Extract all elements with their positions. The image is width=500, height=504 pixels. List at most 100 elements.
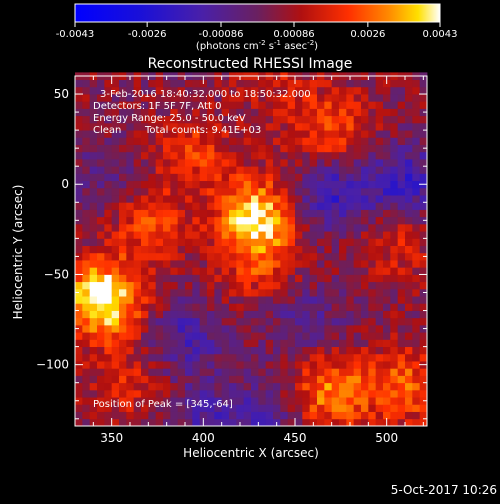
heatmap-cell [258,296,267,304]
heatmap-cell [133,332,142,340]
heatmap-cell [236,411,245,420]
heatmap-cell [97,361,105,369]
heatmap-cell [324,173,333,182]
heatmap-cell [324,158,333,167]
heatmap-cell [229,202,237,210]
heatmap-cell [251,101,259,109]
heatmap-cell [251,108,259,117]
heatmap-cell [368,180,377,189]
heatmap-cell [368,332,377,340]
heatmap-cell [309,368,318,376]
heatmap-cell [317,361,325,369]
heatmap-cell [287,122,296,131]
heatmap-cell [163,101,171,109]
heatmap-cell [126,94,135,102]
heatmap-cell [375,187,384,196]
heatmap-cell [229,267,237,275]
heatmap-cell [280,108,289,117]
heatmap-cell [229,411,237,420]
heatmap-cell [141,195,149,203]
heatmap-cell [148,252,157,261]
heatmap-cell [317,122,325,131]
heatmap-cell [265,375,274,384]
heatmap-cell [185,151,193,160]
heatmap-cell [192,324,201,333]
heatmap-cell [192,346,201,355]
heatmap-cell [383,223,391,232]
heatmap-cell [170,274,179,283]
heatmap-cell [148,195,157,203]
heatmap-cell [383,288,391,297]
heatmap-cell [258,332,267,340]
heatmap-cell [383,173,391,182]
heatmap-cell [126,144,135,153]
heatmap-cell [75,303,83,311]
heatmap-cell [141,361,149,369]
heatmap-cell [89,173,98,182]
heatmap-cell [170,404,179,412]
heatmap-cell [339,238,347,246]
heatmap-cell [258,173,267,182]
heatmap-cell [236,317,245,326]
heatmap-cell [229,324,237,333]
heatmap-cell [155,180,164,189]
heatmap-cell [119,252,127,261]
heatmap-cell [375,382,384,391]
chart-title: Reconstructed RHESSI Image [148,56,353,72]
heatmap-cell [221,368,230,376]
heatmap-cell [368,101,377,109]
heatmap-cell [251,173,259,182]
heatmap-cell [324,361,333,369]
heatmap-cell [390,180,399,189]
heatmap-cell [258,361,267,369]
heatmap-cell [309,209,318,218]
heatmap-cell [236,404,245,412]
heatmap-cell [405,108,413,117]
heatmap-cell [141,122,149,131]
heatmap-cell [412,223,421,232]
heatmap-cell [229,375,237,384]
heatmap-cell [280,281,289,290]
heatmap-cell [353,144,362,153]
heatmap-cell [302,195,311,203]
heatmap-cell [317,238,325,246]
heatmap-cell [148,231,157,239]
heatmap-cell [405,130,413,138]
heatmap-cell [258,209,267,218]
heatmap-cell [287,310,296,319]
heatmap-cell [390,187,399,196]
heatmap-cell [375,346,384,355]
heatmap-cell [97,252,105,261]
heatmap-cell [82,79,91,88]
heatmap-cell [236,397,245,405]
heatmap-cell [331,180,340,189]
heatmap-cell [412,288,421,297]
heatmap-cell [309,180,318,189]
heatmap-cell [317,353,325,362]
heatmap-cell [361,86,369,95]
heatmap-cell [273,187,281,196]
heatmap-cell [192,122,201,131]
heatmap-cell [236,238,245,246]
heatmap-cell [375,281,384,290]
heatmap-cell [177,404,186,412]
heatmap-cell [214,101,223,109]
heatmap-cell [177,281,186,290]
heatmap-cell [390,411,399,420]
heatmap-cell [251,375,259,384]
heatmap-cell [265,202,274,210]
heatmap-cell [126,353,135,362]
heatmap-cell [339,180,347,189]
heatmap-cell [383,94,391,102]
heatmap-cell [339,317,347,326]
heatmap-cell [331,216,340,225]
heatmap-cell [221,79,230,88]
heatmap-cell [104,166,113,174]
heatmap-cell [207,137,215,145]
heatmap-cell [412,122,421,131]
heatmap-cell [163,389,171,398]
heatmap-cell [104,115,113,124]
heatmap-cell [82,238,91,246]
heatmap-cell [97,411,105,420]
